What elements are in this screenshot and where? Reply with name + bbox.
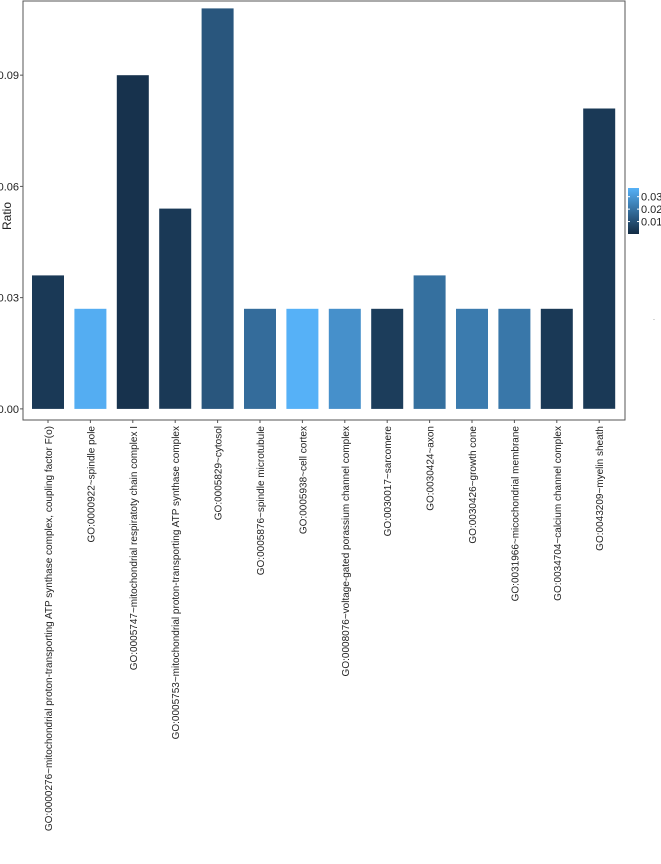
- x-tick-label: GO:0005747~mitochondrial respiratoty cha…: [129, 426, 140, 670]
- colorbar-tick-label: 0.02: [641, 204, 661, 216]
- colorbar-tick-label: 0.03: [641, 192, 661, 204]
- x-tick-label: GO:0005938~cell cortex: [298, 426, 309, 534]
- y-tick-label: 0.00: [0, 404, 19, 416]
- x-tick-label: GO:0030426~growth cone: [468, 426, 479, 544]
- bar-9: [371, 308, 404, 409]
- bars-group: [32, 8, 616, 409]
- x-tick-label: GO:0030424~axon: [426, 426, 437, 511]
- bar-12: [498, 308, 531, 409]
- bar-6: [244, 308, 276, 409]
- y-axis: 0.00 0.03 0.06 0.09: [0, 70, 23, 416]
- stray-mark: ·: [653, 317, 655, 323]
- x-tick-label: GO:0000276~mitochondrial proton-transpor…: [44, 426, 55, 831]
- bar-8: [328, 308, 361, 409]
- colorbar-gradient: [628, 188, 639, 234]
- bar-1: [32, 275, 64, 409]
- x-tick-label: GO:0043209~myelin sheath: [595, 426, 606, 551]
- x-axis: GO:0000276~mitochondrial proton-transpor…: [44, 420, 606, 831]
- x-tick-label: GO:0000922~spindle pole: [86, 426, 97, 543]
- bar-14: [583, 108, 616, 409]
- colorbar-tick-label: 0.01: [641, 217, 661, 229]
- y-tick-label: 0.03: [0, 293, 19, 305]
- bar-3: [116, 75, 149, 409]
- colorbar-legend: 0.010.020.03: [628, 188, 661, 234]
- bar-7: [286, 308, 319, 409]
- x-tick-label: GO:0030017~sarcomere: [383, 426, 394, 537]
- x-tick-label: GO:0005829~cytosol: [214, 426, 225, 520]
- y-axis-title: Ratio: [0, 202, 14, 230]
- bar-4: [159, 208, 192, 409]
- plot-border: [22, 0, 626, 421]
- bar-2: [74, 308, 107, 409]
- x-tick-label: GO:0034704~calcium channel complex: [553, 426, 564, 601]
- bar-10: [413, 275, 446, 409]
- x-tick-label: GO:0008076~voltage-gated porassium chann…: [341, 426, 352, 676]
- x-tick-label: GO:0005753~mitochondrial proton-transpor…: [171, 426, 182, 739]
- bar-11: [456, 308, 488, 409]
- y-tick-label: 0.06: [0, 181, 19, 193]
- bar-13: [540, 308, 573, 409]
- x-tick-label: GO:0005876~spindle microtubule: [256, 426, 267, 576]
- x-tick-label: GO:0031966~micochondrial membrane: [510, 426, 521, 602]
- bar-5: [201, 8, 234, 409]
- y-tick-label: 0.09: [0, 70, 19, 82]
